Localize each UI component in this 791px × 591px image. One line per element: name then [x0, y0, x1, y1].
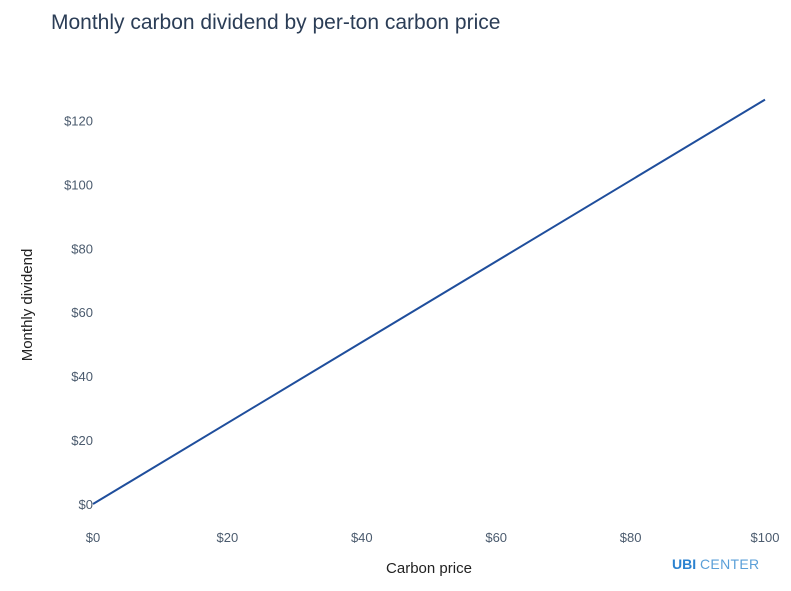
y-tick-label: $100 [64, 177, 93, 192]
y-tick-label: $20 [71, 433, 93, 448]
y-tick-label: $120 [64, 113, 93, 128]
y-tick-label: $0 [79, 497, 93, 512]
chart-title: Monthly carbon dividend by per-ton carbo… [51, 11, 501, 34]
series-line [92, 98, 766, 505]
x-tick-label: $20 [217, 530, 239, 545]
logo-ubi-text: UBI [672, 556, 697, 572]
logo-center-text: CENTER [700, 556, 760, 572]
ubi-center-logo: UBI CENTER [672, 556, 759, 572]
y-axis-ticks: $0 $20 $40 $60 $80 $100 $120 [64, 113, 93, 512]
x-tick-label: $0 [86, 530, 100, 545]
x-tick-label: $40 [351, 530, 373, 545]
x-tick-label: $80 [620, 530, 642, 545]
y-tick-label: $40 [71, 369, 93, 384]
x-axis-ticks: $0 $20 $40 $60 $80 $100 [86, 530, 780, 545]
x-tick-label: $100 [751, 530, 780, 545]
y-tick-label: $60 [71, 305, 93, 320]
x-axis-title: Carbon price [386, 560, 472, 577]
y-axis-title: Monthly dividend [19, 249, 36, 362]
y-tick-label: $80 [71, 241, 93, 256]
x-tick-label: $60 [485, 530, 507, 545]
series-group [92, 98, 766, 505]
